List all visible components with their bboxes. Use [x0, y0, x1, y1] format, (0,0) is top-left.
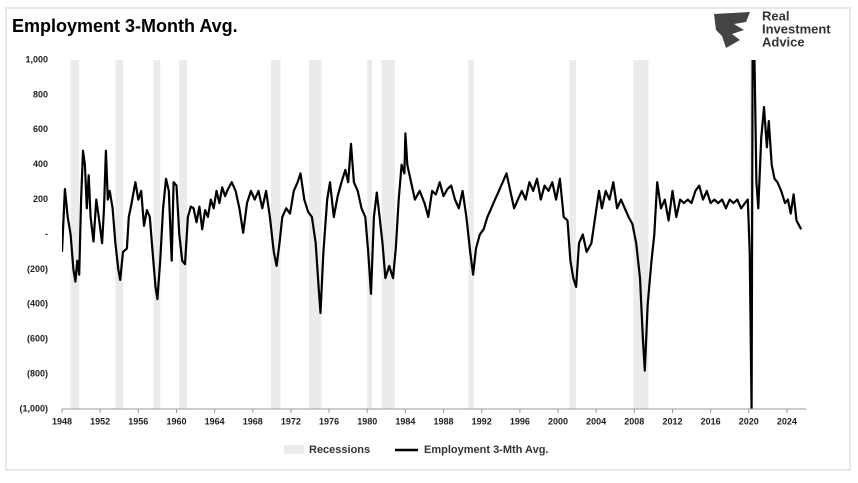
chart-title: Employment 3-Month Avg. [12, 16, 238, 36]
x-tick-label: 1996 [510, 416, 530, 426]
recession-band [749, 60, 752, 409]
y-tick-label: - [45, 229, 48, 239]
x-tick-label: 2020 [739, 416, 759, 426]
logo-text: Advice [762, 34, 805, 49]
y-tick-label: (400) [27, 299, 48, 309]
x-tick-label: 1980 [357, 416, 377, 426]
x-tick-label: 1964 [205, 416, 225, 426]
recession-band [381, 60, 395, 409]
x-tick-label: 2008 [624, 416, 644, 426]
x-tick-label: 1952 [90, 416, 110, 426]
recession-band [569, 60, 577, 409]
y-tick-label: 400 [33, 159, 48, 169]
recession-band [115, 60, 124, 409]
logo: Real Investment Advice [714, 8, 831, 49]
y-tick-label: (200) [27, 264, 48, 274]
x-tick-label: 1976 [319, 416, 339, 426]
frame [5, 7, 851, 471]
recession-band [270, 60, 281, 409]
logo-icon [714, 12, 750, 48]
recession-band [468, 60, 475, 409]
legend-label: Recessions [309, 444, 370, 456]
y-tick-label: 600 [33, 124, 48, 134]
data-line [62, 60, 803, 409]
recession-band [70, 60, 80, 409]
x-tick-label: 1956 [128, 416, 148, 426]
x-tick-label: 1948 [52, 416, 72, 426]
recession-band [633, 60, 649, 409]
x-tick-label: 2004 [586, 416, 606, 426]
recession-band [153, 60, 161, 409]
x-tick-label: 2024 [777, 416, 797, 426]
x-tick-label: 1968 [243, 416, 263, 426]
x-tick-label: 2000 [548, 416, 568, 426]
logo-text: Investment [762, 21, 831, 36]
x-tick-label: 1992 [472, 416, 492, 426]
x-tick-label: 2012 [662, 416, 682, 426]
logo-text: Real [762, 8, 789, 23]
recession-band [367, 60, 372, 409]
y-tick-label: (1,000) [19, 403, 48, 413]
legend-swatch [284, 445, 304, 454]
y-tick-label: 200 [33, 194, 48, 204]
x-tick-label: 1988 [434, 416, 454, 426]
y-tick-label: (600) [27, 334, 48, 344]
y-tick-label: (800) [27, 368, 48, 378]
y-tick-label: 1,000 [25, 54, 48, 64]
recession-band [179, 60, 187, 409]
x-tick-label: 2016 [701, 416, 721, 426]
y-tick-label: 800 [33, 89, 48, 99]
x-tick-label: 1960 [166, 416, 186, 426]
x-tick-label: 1972 [281, 416, 301, 426]
x-tick-label: 1984 [395, 416, 415, 426]
legend-label: Employment 3-Mth Avg. [424, 444, 548, 456]
